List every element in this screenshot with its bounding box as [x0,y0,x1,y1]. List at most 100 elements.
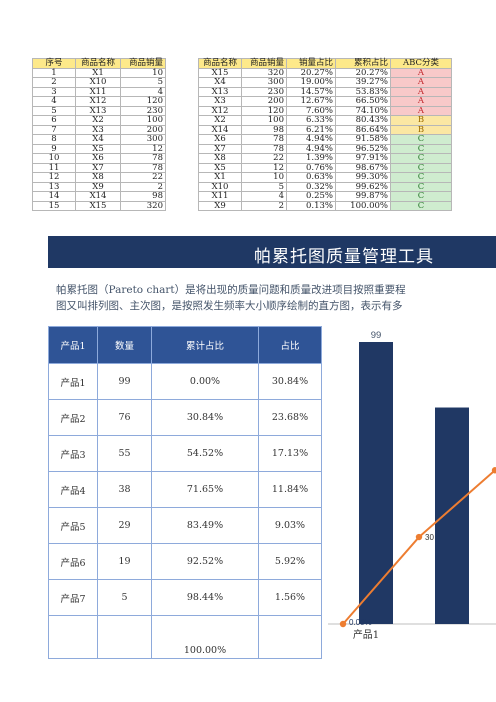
table-cell: 19 [97,543,152,580]
abc-table-header: 商品名称 商品销量 销量占比 累积占比 ABC分类 [198,58,452,69]
table-cell: 78 [241,134,287,145]
line-data-label: 0.00% [349,618,372,627]
table-cell: 12.67% [286,96,336,107]
table-cell: 97.91% [335,153,391,164]
table-cell: 99.30% [335,172,391,183]
table-cell: 产品7 [48,579,98,616]
table-cell [97,615,152,659]
table-cell: 80.43% [335,115,391,126]
table-cell: X8 [198,153,242,164]
table-row: 15 X15 320 [32,200,166,211]
table-cell: 23.68% [258,399,322,436]
table-cell: X6 [198,134,242,145]
header-cell: 商品名称 [198,58,242,69]
bar-data-label: 99 [371,330,382,341]
table-cell: C [390,191,452,202]
table-row: 产品3 55 54.52% 17.13% [48,435,322,472]
table-row: 12 X8 22 [32,172,166,183]
table-cell: 10 [32,153,76,164]
table-cell: X2 [75,115,121,126]
description-line: 图又叫排列图、主次图，是按照发生频率大小顺序绘制的直方图，表示有多 [56,300,403,312]
table-cell: X15 [75,200,121,211]
table-cell: 320 [120,200,166,211]
description-line: 帕累托图（Pareto chart）是将出现的质量问题和质量改进项目按照重要程 [56,284,406,296]
table-cell: 100 [120,115,166,126]
table-cell: 30.84% [151,399,259,436]
table-cell: X8 [75,172,121,183]
chart-point [491,467,496,474]
table-cell: 54.52% [151,435,259,472]
table-cell [48,615,98,659]
table-cell: A [390,96,452,107]
table-cell: 10 [241,172,287,183]
table-cell: 0.13% [286,200,336,211]
table-cell: X2 [198,115,242,126]
table-cell: 99.87% [335,191,391,202]
table-cell: 9.03% [258,507,322,544]
table-row: X13 230 14.57% 53.83% A [198,86,452,97]
table-row: 8 X4 300 [32,134,166,145]
table-cell: 100 [241,115,287,126]
table-row: 4 X12 120 [32,96,166,107]
table-cell: 19.00% [286,77,336,88]
table-cell: 4.94% [286,134,336,145]
header-cell: 数量 [97,326,152,364]
chart-bar [435,407,469,624]
table-row: X11 4 0.25% 99.87% C [198,191,452,202]
header-cell: 序号 [32,58,76,69]
table-row: X14 98 6.21% 86.64% B [198,124,452,135]
header-cell: 商品名称 [75,58,121,69]
table-cell: 1.56% [258,579,322,616]
table-row: 14 X14 98 [32,191,166,202]
table-cell: 5 [120,77,166,88]
table-cell [258,615,322,659]
table-row: 10 X6 78 [32,153,166,164]
table-cell: 98.44% [151,579,259,616]
table-row: 产品5 29 83.49% 9.03% [48,507,322,544]
table-cell: 92.52% [151,543,259,580]
header-cell: 累计占比 [151,326,259,364]
table-row: X6 78 4.94% 91.58% C [198,134,452,145]
table-cell: 1.39% [286,153,336,164]
header-cell: 累积占比 [335,58,391,69]
table-row: X2 100 6.33% 80.43% B [198,115,452,126]
table-cell: 8 [32,134,76,145]
table-row: X4 300 19.00% 39.27% A [198,77,452,88]
pareto-table-header: 产品1 数量 累计占比 占比 [48,326,322,364]
table-row: 产品1 99 0.00% 30.84% [48,363,322,400]
table-cell: A [390,77,452,88]
chart-point [339,620,347,628]
table-cell: 55 [97,435,152,472]
table-cell: 2 [32,77,76,88]
table-cell: 76 [97,399,152,436]
table-cell: X6 [75,153,121,164]
title-banner: 帕累托图质量管理工具 [48,236,496,268]
table-cell: 71.65% [151,471,259,508]
table-cell: 66.50% [335,96,391,107]
table-cell: C [390,200,452,211]
table-cell: 300 [120,134,166,145]
table-cell: 产品3 [48,435,98,472]
table-row: X8 22 1.39% 97.91% C [198,153,452,164]
table-cell: 11.84% [258,471,322,508]
header-cell: 产品1 [48,326,98,364]
table-cell: 14 [32,191,76,202]
table-cell: 38 [97,471,152,508]
table-cell: 98 [120,191,166,202]
header-cell: ABC分类 [390,58,452,69]
page-title: 帕累托图质量管理工具 [254,247,434,267]
table-cell: 100.00% [151,615,259,659]
table-cell: 91.58% [335,134,391,145]
abc-table: 商品名称 商品销量 销量占比 累积占比 ABC分类 X15 320 20.27% 20… [198,58,452,211]
table-row: 2 X10 5 [32,77,166,88]
table-row: 产品2 76 30.84% 23.68% [48,399,322,436]
table-cell: B [390,115,452,126]
table-cell: 产品1 [48,363,98,400]
table-cell: C [390,153,452,164]
x-tick-label: 产品1 [353,628,379,641]
sales-table: 序号 商品名称 商品销量 1 X1 10 2 X10 5 3 X11 4 4 X12 120 5 X13 2… [32,58,166,211]
line-data-label: 30 [425,533,434,542]
table-cell: X11 [198,191,242,202]
table-cell: 17.13% [258,435,322,472]
table-cell: 29 [97,507,152,544]
